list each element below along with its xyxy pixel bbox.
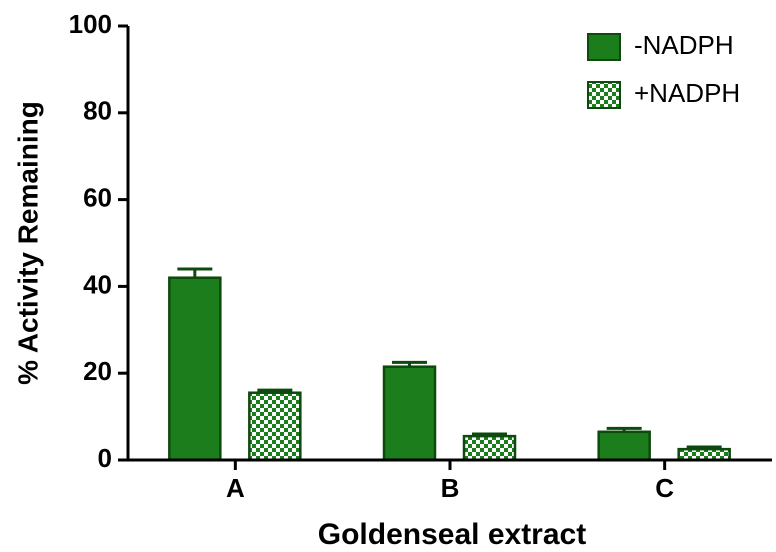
legend-swatch (587, 81, 621, 109)
bar (168, 276, 222, 462)
y-axis-title: % Activity Remaining (12, 101, 43, 385)
x-axis-title: Goldenseal extract (318, 518, 586, 551)
y-tick-label: 100 (69, 9, 112, 39)
bar (382, 365, 437, 462)
x-tick-label: B (441, 473, 460, 503)
x-tick-label: A (226, 473, 245, 503)
bar (597, 430, 651, 462)
bar (677, 447, 731, 462)
legend-swatch (587, 33, 621, 61)
bar (462, 434, 517, 462)
legend-label: -NADPH (634, 30, 734, 60)
y-tick-label: 0 (98, 443, 112, 473)
legend-label: +NADPH (634, 78, 740, 108)
y-tick-label: 40 (83, 269, 112, 299)
x-tick-label: C (655, 473, 674, 503)
bar (248, 391, 302, 462)
y-tick-label: 80 (83, 96, 112, 126)
y-tick-label: 60 (83, 182, 112, 212)
y-tick-label: 20 (83, 356, 112, 386)
